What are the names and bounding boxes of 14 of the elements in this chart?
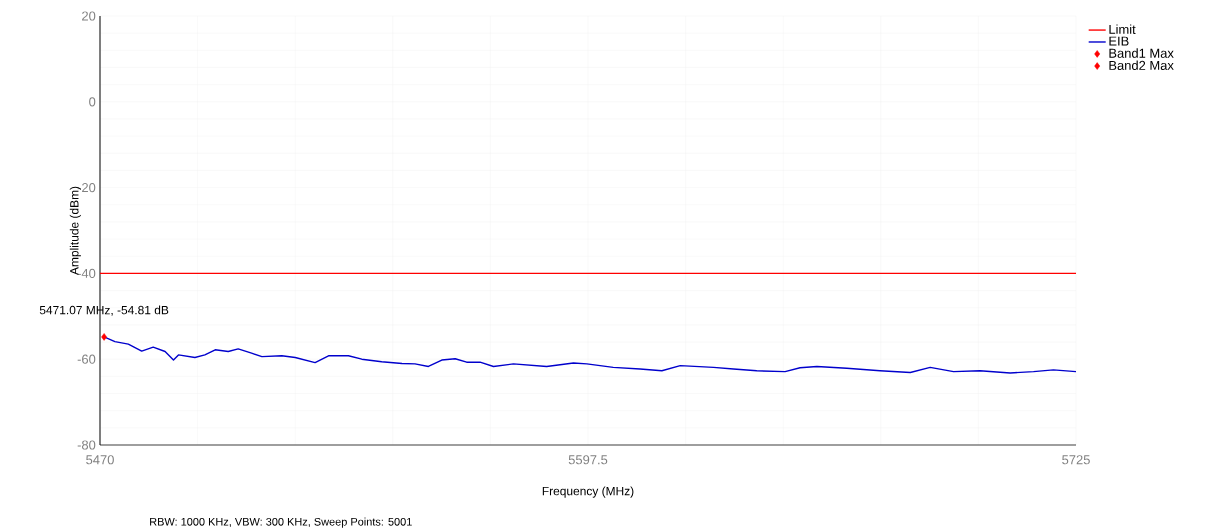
legend-label: EIB bbox=[1109, 36, 1129, 46]
annotation: 5471.07 MHz, -54.81 dB bbox=[39, 305, 169, 316]
legend-label: Band2 Max bbox=[1109, 60, 1174, 70]
legend-label: Limit bbox=[1109, 24, 1136, 34]
x-tick-label: 5470 bbox=[86, 455, 114, 465]
x-tick-label: 5597.5 bbox=[568, 455, 608, 465]
y-tick-label: -60 bbox=[77, 354, 96, 364]
x-axis-title: Frequency (MHz) bbox=[542, 486, 634, 498]
text: RBW: 1000 KHz, VBW: 300 KHz, Sweep Points: 5001 bbox=[150, 517, 412, 528]
legend-label: Band1 Max bbox=[1109, 48, 1174, 58]
y-tick-label: -80 bbox=[77, 440, 96, 450]
y-tick-label: 20 bbox=[82, 11, 96, 21]
y-tick-label: 0 bbox=[89, 97, 96, 107]
x-tick-label: 5725 bbox=[1062, 455, 1090, 465]
